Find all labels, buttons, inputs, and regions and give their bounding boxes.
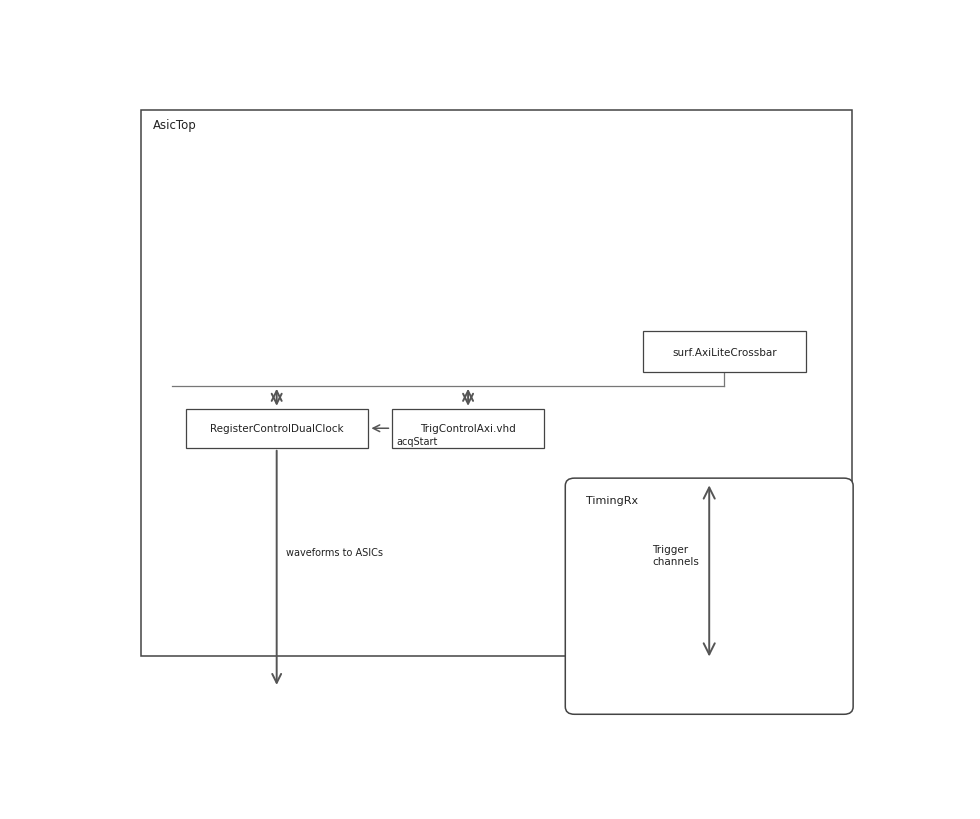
Text: TrigControlAxi.vhd: TrigControlAxi.vhd: [420, 423, 515, 434]
Text: AsicTop: AsicTop: [153, 119, 197, 131]
FancyBboxPatch shape: [565, 478, 854, 714]
Text: Trigger
channels: Trigger channels: [653, 545, 699, 567]
Text: RegisterControlDualClock: RegisterControlDualClock: [210, 423, 344, 434]
Text: waveforms to ASICs: waveforms to ASICs: [286, 547, 383, 557]
Text: surf.AxiLiteCrossbar: surf.AxiLiteCrossbar: [672, 347, 777, 357]
Bar: [185, 410, 368, 448]
Bar: [392, 410, 544, 448]
Bar: [643, 332, 807, 373]
Bar: [141, 111, 852, 656]
Text: TimingRx: TimingRx: [586, 495, 638, 505]
Text: acqStart: acqStart: [396, 437, 437, 446]
